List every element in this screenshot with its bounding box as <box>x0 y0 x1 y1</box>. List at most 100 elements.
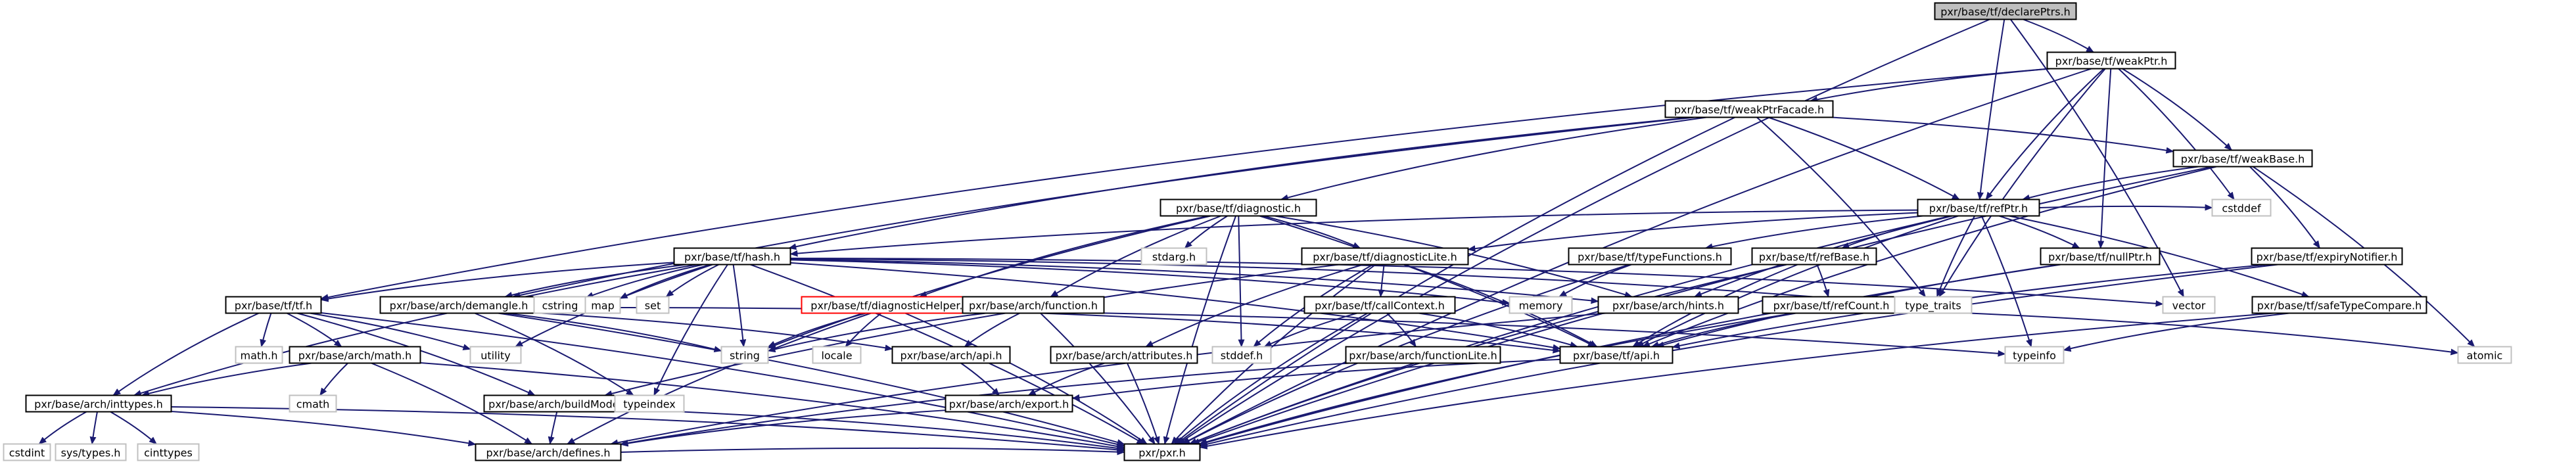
node-weakBase[interactable]: pxr/base/tf/weakBase.h <box>2172 149 2313 168</box>
node-pxr[interactable]: pxr/pxr.h <box>1123 443 1201 461</box>
edge-declarePtrs-to-refPtr <box>1977 19 2005 200</box>
edge-diagnostic-to-stddef <box>1238 216 1245 348</box>
node-label-stdarg: stdarg.h <box>1152 251 1196 264</box>
node-hints[interactable]: pxr/base/arch/hints.h <box>1597 296 1739 314</box>
edge-inttypes-to-defines <box>171 410 477 447</box>
node-box-hash <box>673 247 791 266</box>
node-label-functionLite: pxr/base/arch/functionLite.h <box>1349 350 1497 362</box>
node-box-string <box>720 346 769 364</box>
node-functionLite[interactable]: pxr/base/arch/functionLite.h <box>1345 346 1501 364</box>
edge-diagnosticHelper-to-locale <box>845 312 882 348</box>
node-label-utility: utility <box>480 350 511 362</box>
node-label-refBase: pxr/base/tf/refBase.h <box>1759 251 1869 264</box>
edge-refPtr-to-tfApi <box>1635 215 1959 348</box>
node-refCount[interactable]: pxr/base/tf/refCount.h <box>1762 296 1901 314</box>
node-archMath[interactable]: pxr/base/arch/math.h <box>289 346 421 364</box>
edge-weakPtrFacade-to-hash <box>788 116 1693 250</box>
node-archExport[interactable]: pxr/base/arch/export.h <box>945 394 1073 413</box>
edge-diagnosticHelper-to-tfApi <box>978 310 1561 354</box>
node-attributes[interactable]: pxr/base/arch/attributes.h <box>1050 346 1198 364</box>
edge-refCount-to-pxr <box>1198 312 1794 446</box>
node-label-inttypes: pxr/base/arch/inttypes.h <box>34 398 163 411</box>
node-box-hints <box>1597 296 1739 314</box>
node-label-cmath: cmath <box>296 398 330 411</box>
edge-weakPtrFacade-to-demangle <box>512 116 1695 299</box>
node-tf[interactable]: pxr/base/tf/tf.h <box>225 296 322 314</box>
node-box-utility <box>469 346 522 364</box>
edge-hints-to-defines <box>610 312 1606 446</box>
node-label-weakBase: pxr/base/tf/weakBase.h <box>2181 153 2305 166</box>
node-hash[interactable]: pxr/base/tf/hash.h <box>673 247 791 266</box>
node-expiryNotifier[interactable]: pxr/base/tf/expiryNotifier.h <box>2251 247 2403 266</box>
node-archApi[interactable]: pxr/base/arch/api.h <box>891 346 1011 364</box>
node-box-function <box>962 296 1105 314</box>
node-label-diagnosticLite: pxr/base/tf/diagnosticLite.h <box>1313 251 1457 264</box>
node-cstring: cstring <box>533 296 587 314</box>
node-diagnostic[interactable]: pxr/base/tf/diagnostic.h <box>1159 198 1317 217</box>
node-utility: utility <box>469 346 522 364</box>
edge-refBase-to-refCount <box>1816 264 1830 298</box>
node-demangle[interactable]: pxr/base/arch/demangle.h <box>379 296 538 314</box>
edge-diagnostic-to-diagnosticHelper <box>918 215 1209 298</box>
node-box-declarePtrs <box>1934 2 2077 20</box>
edge-function-to-archApi <box>964 312 1020 348</box>
node-map: map <box>584 296 621 314</box>
edge-safeTypeCompare-to-typeinfo <box>2063 312 2289 352</box>
node-diagnosticHelper[interactable]: pxr/base/tf/diagnosticHelper.h <box>801 296 979 314</box>
edge-hash-to-hints <box>790 258 1599 304</box>
node-defines[interactable]: pxr/base/arch/defines.h <box>475 443 622 461</box>
edge-function-to-string <box>767 312 986 353</box>
node-label-demangle: pxr/base/arch/demangle.h <box>390 300 528 312</box>
node-box-mathh <box>235 346 283 364</box>
node-box-functionLite <box>1345 346 1501 364</box>
node-box-callContext <box>1303 296 1456 314</box>
edge-archMath-to-defines <box>371 362 533 445</box>
edge-inttypes-to-cstdint <box>38 411 87 445</box>
node-box-stddef <box>1211 346 1272 364</box>
node-callContext[interactable]: pxr/base/tf/callContext.h <box>1303 296 1456 314</box>
node-label-type_traits: type_traits <box>1905 300 1961 313</box>
node-tfApi[interactable]: pxr/base/tf/api.h <box>1559 346 1674 364</box>
edge-diagnosticLite-to-buildMode <box>604 264 1339 397</box>
node-label-atomic: atomic <box>2467 350 2503 362</box>
edge-diagnosticHelper-to-pxr <box>904 312 1148 445</box>
node-label-archExport: pxr/base/arch/export.h <box>949 398 1069 411</box>
node-function[interactable]: pxr/base/arch/function.h <box>962 296 1105 314</box>
node-label-memory: memory <box>1519 300 1563 312</box>
node-label-archMath: pxr/base/arch/math.h <box>298 350 412 362</box>
node-typeindex: typeindex <box>614 394 685 413</box>
node-weakPtrFacade[interactable]: pxr/base/tf/weakPtrFacade.h <box>1664 100 1834 118</box>
edge-weakPtr-to-cstddef <box>2118 68 2235 200</box>
node-refBase[interactable]: pxr/base/tf/refBase.h <box>1751 247 1877 266</box>
node-weakPtr[interactable]: pxr/base/tf/weakPtr.h <box>2046 51 2176 70</box>
node-box-map <box>584 296 621 314</box>
node-nullPtr[interactable]: pxr/base/tf/nullPtr.h <box>2040 247 2161 266</box>
edge-refPtr-to-diagnosticLite <box>1467 212 1918 252</box>
node-label-locale: locale <box>821 350 852 362</box>
edge-hash-to-type_traits <box>790 258 1896 306</box>
node-box-diagnostic <box>1159 198 1317 217</box>
node-label-stddef: stddef.h <box>1221 350 1263 362</box>
node-diagnosticLite[interactable]: pxr/base/tf/diagnosticLite.h <box>1301 247 1469 266</box>
node-label-safeTypeCompare: pxr/base/tf/safeTypeCompare.h <box>2257 300 2422 312</box>
edge-weakPtrFacade-to-diagnostic <box>1280 116 1707 201</box>
node-inttypes[interactable]: pxr/base/arch/inttypes.h <box>25 394 172 413</box>
node-label-tfApi: pxr/base/tf/api.h <box>1573 350 1660 362</box>
node-safeTypeCompare[interactable]: pxr/base/tf/safeTypeCompare.h <box>2251 296 2427 314</box>
edge-hash-to-cstring <box>585 264 703 298</box>
node-box-archApi <box>891 346 1011 364</box>
node-box-diagnosticHelper <box>801 296 979 314</box>
edge-weakPtrFacade-to-weakBase <box>1831 116 2174 154</box>
node-label-function: pxr/base/arch/function.h <box>969 300 1098 312</box>
node-buildMode[interactable]: pxr/base/arch/buildMode.h <box>483 394 634 413</box>
edge-diagnostic-to-diagnosticLite <box>1263 215 1361 249</box>
node-box-refPtr <box>1917 198 2040 217</box>
node-typeFunctions[interactable]: pxr/base/tf/typeFunctions.h <box>1568 247 1732 266</box>
node-refPtr[interactable]: pxr/base/tf/refPtr.h <box>1917 198 2040 217</box>
node-box-refCount <box>1762 296 1901 314</box>
node-box-attributes <box>1050 346 1198 364</box>
node-box-cstdint <box>3 443 51 461</box>
node-label-tf: pxr/base/tf/tf.h <box>235 300 312 312</box>
edge-archExport-to-defines <box>620 409 946 447</box>
edge-tf-to-mathh <box>260 313 272 348</box>
